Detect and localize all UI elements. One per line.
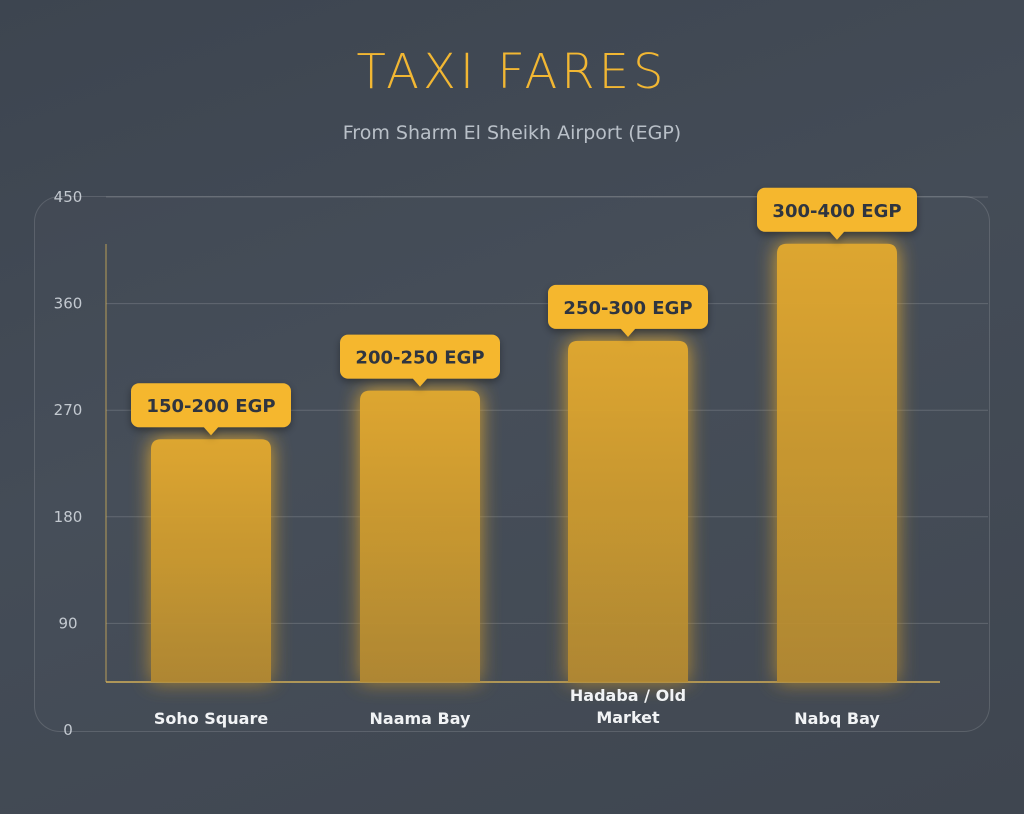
chart-title: TAXI FARES — [356, 44, 668, 100]
x-category-label: Nabq Bay — [794, 709, 880, 728]
x-category-label: Soho Square — [154, 709, 269, 728]
x-category-label: Naama Bay — [370, 709, 472, 728]
data-label-box — [548, 284, 708, 337]
y-tick-label: 450 — [54, 188, 83, 206]
data-label: 200-250 EGP — [355, 348, 484, 369]
chart-subtitle: From Sharm El Sheikh Airport (EGP) — [342, 122, 682, 144]
data-label-box — [757, 187, 917, 240]
bar-nabq-bay — [777, 243, 897, 682]
chart-panel — [34, 196, 990, 732]
data-label: 150-200 EGP — [146, 396, 275, 417]
bar-naama-bay — [360, 390, 480, 682]
data-label: 250-300 EGP — [563, 298, 692, 319]
data-label: 300-400 EGP — [772, 201, 901, 222]
data-label-box — [131, 383, 291, 436]
y-tick-label: 180 — [54, 508, 83, 526]
y-tick-label: 0 — [63, 721, 73, 739]
label-layer: 150-200 EGP Soho Square 200-250 EGP Naama B… — [131, 187, 917, 728]
x-category-label: Hadaba / Old Market — [570, 686, 686, 727]
y-tick-label: 90 — [58, 614, 77, 632]
bar-hadaba-old-market — [568, 340, 688, 682]
y-tick-label: 360 — [54, 295, 83, 313]
y-tick-label: 270 — [54, 401, 83, 419]
bar-layer — [151, 243, 897, 682]
data-label-box — [340, 334, 500, 387]
bar-soho-square — [151, 439, 271, 682]
